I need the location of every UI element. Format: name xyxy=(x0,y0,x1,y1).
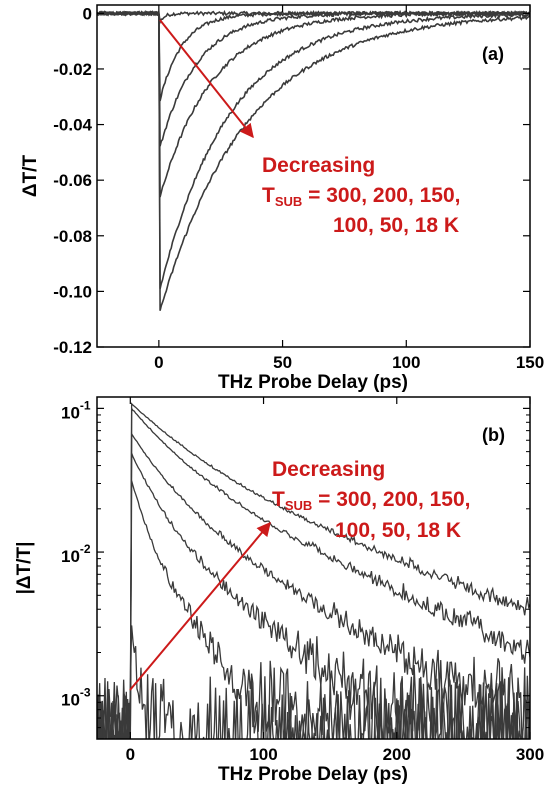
panel-b-trace-3 xyxy=(97,453,528,739)
panel-b-frame xyxy=(96,396,531,740)
panel-a-ytick-label: -0.06 xyxy=(53,171,92,190)
panel-a-ytick-label: -0.12 xyxy=(53,338,92,357)
panel-a-xtick-label: 150 xyxy=(516,353,544,372)
panel-b-annotation-t: T xyxy=(272,488,285,511)
panel-b-annotation: Decreasing TSUB = 300, 200, 150, 100, 50… xyxy=(272,458,471,542)
panel-a-frame xyxy=(96,4,531,348)
panel-a-annotation-t: T xyxy=(262,184,275,207)
panel-b-ytick-base: 10 xyxy=(61,403,80,422)
panel-a-traces xyxy=(97,9,530,311)
panel-a-trace-4 xyxy=(97,10,530,198)
panel-a-ytick-label: -0.02 xyxy=(53,60,92,79)
panel-b-annotation-line1: Decreasing xyxy=(272,458,385,481)
panel-a-trace-3 xyxy=(97,9,530,147)
panel-b-arrow xyxy=(129,521,271,691)
panel-b-ylabel: |ΔT/T| xyxy=(14,542,35,595)
panel-b-trace-5 xyxy=(100,406,530,739)
panel-b-ytick-label: 10-2 xyxy=(61,542,91,566)
panel-a-label: (a) xyxy=(482,44,504,64)
panel-a-annotation-line1: Decreasing xyxy=(262,154,375,177)
panel-b-ytick-exp: -3 xyxy=(80,686,91,700)
panel-a-annotation: Decreasing TSUB = 300, 200, 150, 100, 50… xyxy=(262,154,461,237)
panel-b-xtick-label: 200 xyxy=(383,745,411,764)
panel-a-ticks: 0 50 100 150 0 -0.02 -0.04 -0.06 -0.08 -0.10 -0.12 xyxy=(53,4,544,372)
panel-b-trace-4 xyxy=(97,431,530,739)
panel-b-traces xyxy=(97,402,530,739)
panel-b-annotation-line3: 100, 50, 18 K xyxy=(335,519,461,542)
panel-a-xtick-label: 100 xyxy=(392,353,420,372)
panel-a-ytick-label: -0.08 xyxy=(53,227,92,246)
panel-a-ylabel: ΔT/T xyxy=(20,155,41,198)
panel-b-annotation-sub: SUB xyxy=(285,498,312,513)
panel-a-ytick-label: -0.04 xyxy=(53,116,92,135)
panel-a-arrow xyxy=(159,19,254,139)
panel-a-xtick-label: 50 xyxy=(273,353,292,372)
panel-a-trace-5 xyxy=(97,10,530,289)
panel-b-ytick-exp: -2 xyxy=(80,542,91,556)
panel-b-trace-1 xyxy=(97,625,530,739)
panel-a-xlabel: THz Probe Delay (ps) xyxy=(218,372,408,393)
panel-b-ytick-label: 10-1 xyxy=(61,398,91,422)
panel-b-ytick-base: 10 xyxy=(61,691,80,710)
panel-b-ytick-exp: -1 xyxy=(80,398,91,412)
panel-b-trace-2 xyxy=(97,480,530,739)
panel-b-annotation-rest: = 300, 200, 150, xyxy=(312,488,470,511)
panel-a-annotation-line3: 100, 50, 18 K xyxy=(333,214,459,237)
panel-b-xtick-label: 100 xyxy=(249,745,277,764)
panel-b-ytick-base: 10 xyxy=(61,547,80,566)
panel-a-annotation-line2: TSUB = 300, 200, 150, xyxy=(262,184,461,209)
panel-a-trace-2 xyxy=(97,9,530,102)
panel-b-xlabel: THz Probe Delay (ps) xyxy=(218,764,408,785)
panel-b-trace-6 xyxy=(97,402,530,739)
panel-a: 0 50 100 150 0 -0.02 -0.04 -0.06 -0.08 -0.10 -0.12… xyxy=(20,4,544,393)
panel-b-annotation-line2: TSUB = 300, 200, 150, xyxy=(272,488,471,513)
panel-a-trace-6 xyxy=(97,10,530,311)
panel-a-ytick-label: -0.10 xyxy=(53,282,92,301)
panel-b-ytick-label: 10-3 xyxy=(61,686,91,710)
panel-a-annotation-rest: = 300, 200, 150, xyxy=(302,184,460,207)
panel-a-ytick-label: 0 xyxy=(83,4,92,23)
panel-b-xtick-label: 0 xyxy=(126,745,135,764)
panel-b-label: (b) xyxy=(482,425,505,445)
panel-b-xtick-label: 300 xyxy=(516,745,544,764)
panel-a-xtick-label: 0 xyxy=(154,353,163,372)
panel-a-annotation-sub: SUB xyxy=(275,194,302,209)
